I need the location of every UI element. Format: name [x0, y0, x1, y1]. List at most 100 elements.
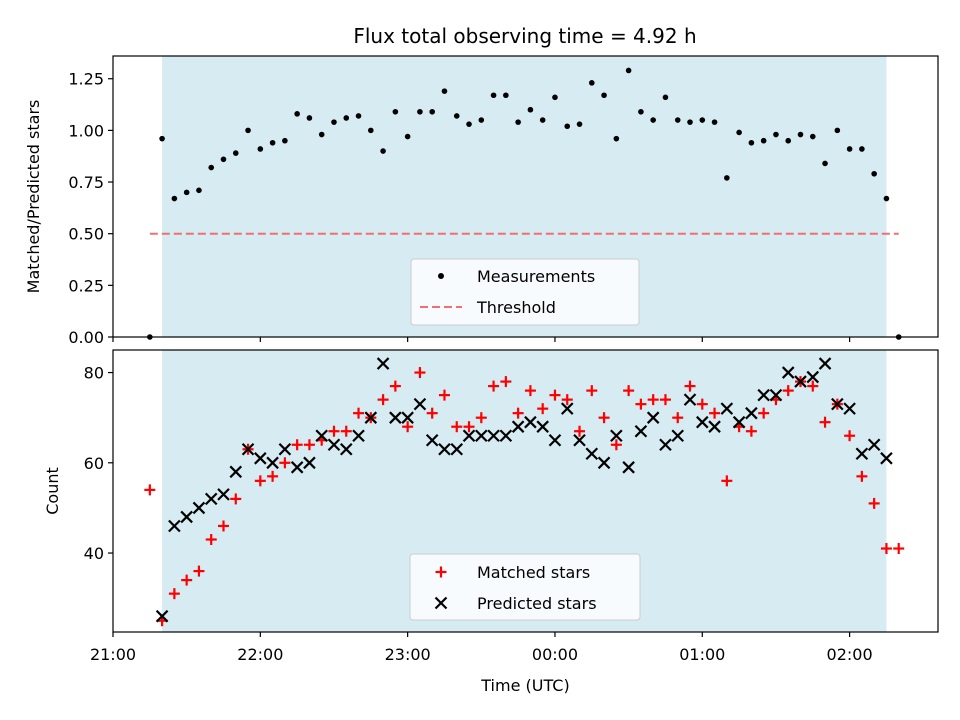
measurement-point-7: [232, 150, 239, 156]
matched-point-38: [610, 439, 622, 451]
legend-marker-measurements: [438, 273, 444, 279]
predicted-point-48: [745, 406, 758, 420]
measurement-point-33: [552, 94, 558, 101]
predicted-point-18: [376, 357, 390, 370]
matched-point-50: [758, 407, 770, 419]
x-tick-label-1: 22:00: [237, 645, 283, 664]
measurement-point-34: [564, 123, 571, 130]
legend-plus-glyph: [435, 566, 447, 578]
top-y-ticks: 0.00 0.25 0.50 0.75 1.00 1.25: [68, 70, 113, 347]
predicted-point-30: [524, 415, 537, 429]
measurement-point-55: [822, 160, 828, 167]
legend-label-threshold: Threshold: [476, 298, 556, 317]
measurement-point-4: [196, 187, 202, 194]
ratio-panel: 0.00 0.25 0.50 0.75 1.00 1.25 Matched/Predict…: [24, 55, 939, 347]
matched-point-9: [254, 475, 266, 487]
matched-point-37: [598, 412, 610, 424]
measurement-point-15: [331, 119, 337, 125]
predicted-point-7: [241, 442, 255, 456]
predicted-point-37: [610, 429, 623, 443]
matched-point-32: [537, 403, 549, 415]
x-axis-label: Time (UTC): [480, 676, 569, 695]
measurement-point-54: [809, 133, 816, 140]
matched-point-15: [328, 425, 340, 437]
predicted-point-33: [560, 402, 574, 415]
measurement-point-39: [625, 67, 632, 74]
count-panel: 40 60 80 21:00 22:00 23:00 00:00 01:00 02:00 Co…: [43, 349, 939, 695]
top-legend-box: [410, 258, 640, 326]
measurement-point-6: [220, 156, 227, 163]
measurement-point-18: [368, 127, 374, 134]
predicted-point-17: [364, 411, 378, 424]
x-tick-label-0: 21:00: [90, 645, 136, 664]
predicted-point-42: [671, 429, 685, 443]
measurement-point-47: [724, 175, 730, 181]
matched-point-23: [426, 407, 438, 419]
measurement-point-26: [466, 121, 472, 127]
legend-cross-glyph: [434, 596, 448, 610]
chart-title: Flux total observing time = 4.92 h: [353, 24, 696, 48]
measurement-point-16: [343, 115, 350, 121]
measurement-point-56: [834, 127, 841, 134]
measurement-point-40: [638, 108, 644, 115]
matched-point-6: [217, 520, 229, 532]
matched-point-3: [181, 574, 193, 586]
predicted-point-3: [192, 501, 206, 515]
matched-point-21: [402, 421, 414, 433]
matched-point-26: [463, 421, 475, 433]
measurement-point-10: [269, 139, 276, 146]
predicted-point-1: [168, 519, 181, 533]
top-y-tick-label-5: 1.25: [68, 70, 104, 89]
predicted-point-54: [818, 357, 832, 370]
matched-point-29: [500, 376, 512, 388]
measurement-point-48: [736, 129, 742, 136]
matched-point-4: [193, 565, 205, 577]
matched-point-20: [389, 380, 401, 392]
measurement-point-32: [539, 117, 546, 123]
predicted-point-29: [511, 420, 525, 433]
measurement-point-60: [883, 195, 890, 202]
predicted-point-53: [806, 370, 820, 384]
measurement-point-24: [441, 88, 448, 94]
matched-point-11: [279, 457, 291, 469]
measurement-point-53: [797, 131, 804, 138]
measurement-point-41: [650, 117, 656, 123]
measurement-point-52: [785, 137, 792, 144]
measurement-point-12: [294, 111, 300, 117]
measurement-point-57: [846, 146, 853, 152]
predicted-point-14: [327, 438, 341, 452]
matched-point-25: [451, 421, 463, 433]
measurement-points: [147, 67, 902, 340]
top-y-tick-label-2: 0.50: [68, 225, 104, 244]
matched-point-0: [144, 484, 156, 496]
measurement-point-8: [245, 127, 251, 134]
predicted-point-41: [659, 438, 672, 452]
predicted-point-26: [475, 429, 488, 443]
top-y-tick-label-4: 1.00: [68, 121, 104, 140]
predicted-point-6: [229, 465, 243, 479]
matched-point-35: [574, 425, 586, 437]
measurement-point-31: [527, 106, 534, 113]
measurement-point-9: [257, 146, 264, 152]
matched-point-60: [880, 543, 892, 555]
predicted-point-27: [487, 429, 500, 443]
matched-point-45: [696, 398, 708, 410]
matched-point-16: [340, 425, 352, 437]
predicted-point-49: [757, 388, 770, 402]
predicted-point-38: [622, 461, 635, 474]
measurement-point-45: [699, 117, 706, 123]
measurement-point-13: [306, 115, 313, 121]
top-y-tick-label-1: 0.25: [68, 276, 104, 295]
measurement-point-21: [404, 133, 411, 140]
matched-point-43: [672, 412, 684, 424]
predicted-point-40: [646, 411, 660, 424]
predicted-point-20: [401, 411, 414, 424]
matched-point-54: [807, 380, 819, 392]
measurement-point-1: [159, 135, 165, 142]
legend-marker-matched: [435, 566, 447, 578]
x-tick-label-5: 02:00: [827, 645, 873, 664]
predicted-point-22: [425, 433, 439, 447]
legend-label-matched: Matched stars: [477, 563, 590, 582]
predicted-point-21: [413, 397, 427, 411]
predicted-point-2: [180, 510, 193, 524]
